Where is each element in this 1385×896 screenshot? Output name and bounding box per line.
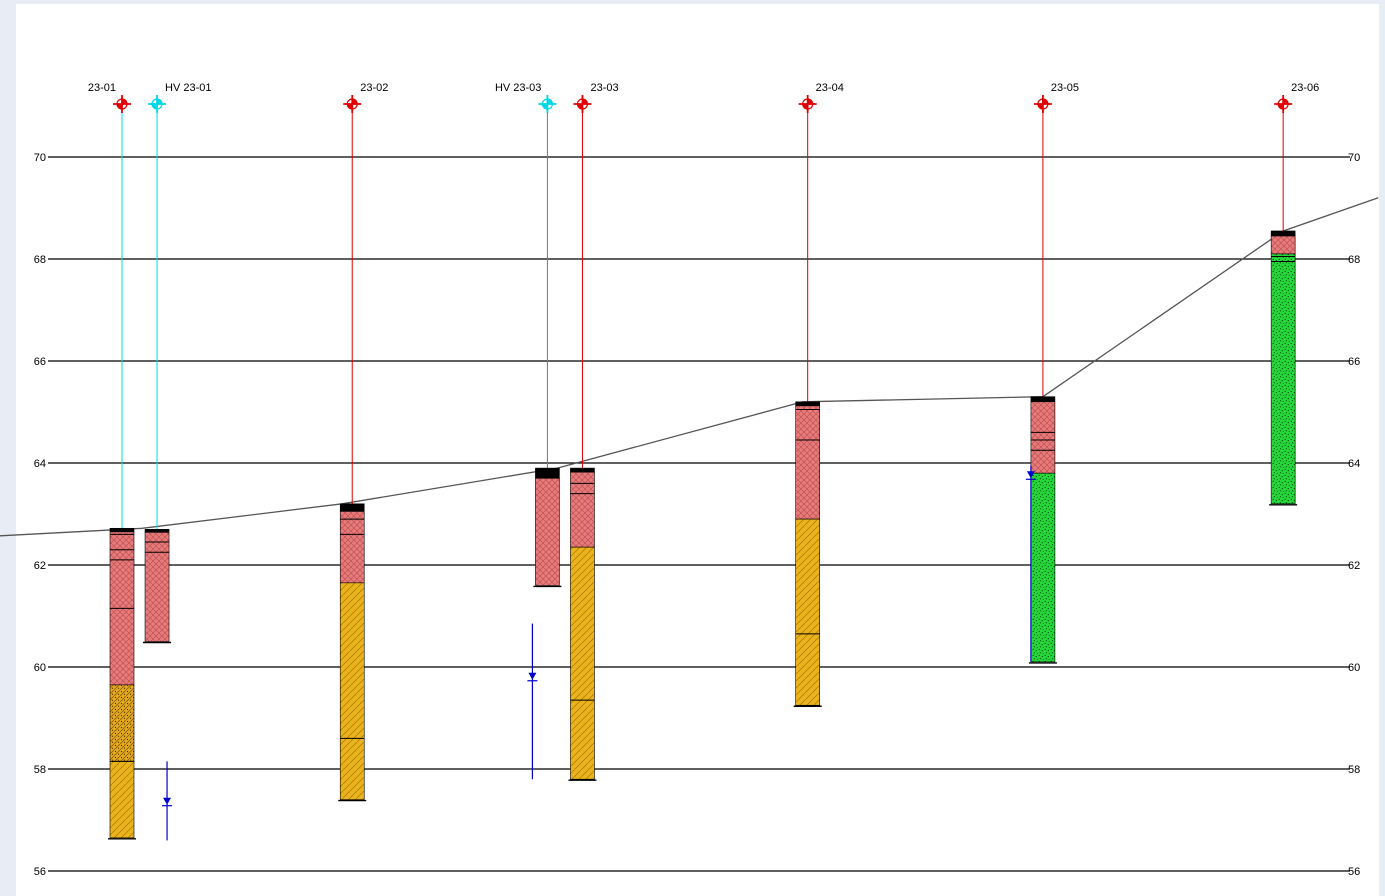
symbol-quadrant (347, 104, 353, 109)
symbol-quadrant (157, 99, 163, 104)
borehole-hv-23-01: HV 23-01 (143, 82, 212, 644)
borehole-bh-23-04: 23-04 (793, 82, 844, 707)
symbol-quadrant (117, 104, 122, 109)
elevation-label-left: 64 (34, 458, 46, 470)
borehole-symbol-icon (1033, 95, 1052, 113)
water-level-triangle-icon (1026, 471, 1035, 479)
elevation-label-right: 70 (1348, 152, 1360, 164)
borehole-label: HV 23-01 (165, 82, 211, 94)
soil-layer-topsoil (535, 467, 560, 479)
borehole-label: 23-03 (590, 82, 618, 94)
soil-layer-topsoil (795, 401, 820, 407)
borehole-bh-23-02: 23-02 (338, 82, 388, 802)
elevation-label-right: 62 (1348, 560, 1360, 572)
symbol-quadrant (807, 99, 813, 104)
borehole-label: 23-04 (816, 82, 844, 94)
symbol-quadrant (1278, 104, 1284, 109)
ground-surface-line (0, 197, 1379, 537)
soil-layer-clay (1030, 401, 1056, 474)
borehole-label: 23-06 (1291, 82, 1319, 94)
elevation-label-right: 66 (1348, 356, 1360, 368)
soil-layer-topsoil (1270, 230, 1296, 237)
elevation-label-left: 56 (34, 866, 46, 878)
symbol-quadrant (1042, 99, 1048, 104)
soil-layer-clay (570, 471, 595, 548)
soil-layer-clay (1270, 235, 1296, 255)
soil-layer-clay (144, 532, 170, 642)
borehole-label: 23-02 (360, 82, 388, 94)
soil-layer-clay (339, 511, 365, 584)
soil-layer-gravel (1270, 253, 1296, 505)
elevation-label-right: 64 (1348, 458, 1360, 470)
borehole-symbol-icon (798, 95, 817, 113)
piezometer-symbol-icon (538, 95, 557, 113)
elevation-label-left: 58 (34, 764, 46, 776)
elevation-label-left: 70 (34, 152, 46, 164)
borehole-bh-23-03: 23-03 (568, 82, 619, 781)
borehole-hv-23-03: HV 23-03 (495, 82, 562, 588)
ground-surface (0, 197, 1379, 537)
borehole-symbol-icon (113, 95, 131, 113)
symbol-quadrant (542, 104, 548, 109)
soil-layer-clay (795, 405, 820, 520)
elevation-label-right: 58 (1348, 764, 1360, 776)
elevation-label-right: 56 (1348, 866, 1360, 878)
borehole-bh-23-05: 23-05 (1028, 82, 1079, 664)
borehole-bh-23-01: 23-01 (88, 82, 136, 840)
boreholes: 23-01 HV 23-01 23-02 HV 23-03 23-03 23-04 23-0… (88, 82, 1319, 840)
soil-layer-silty_sand (109, 684, 135, 762)
elevation-label-left: 62 (34, 560, 46, 572)
borehole-bh-23-06: 23-06 (1269, 82, 1319, 506)
symbol-quadrant (152, 104, 158, 109)
soil-layer-sand (570, 546, 595, 780)
water-level-triangle-icon (528, 672, 537, 680)
symbol-quadrant (122, 99, 127, 104)
elevation-label-left: 60 (34, 662, 46, 674)
soil-layer-clay (535, 477, 560, 586)
soil-layer-sand (339, 582, 365, 800)
symbol-quadrant (577, 104, 583, 109)
water-level-indicator (527, 623, 538, 780)
borehole-label: 23-05 (1051, 82, 1079, 94)
symbol-quadrant (1037, 104, 1043, 109)
elevation-grid: 56 56 58 58 60 60 62 62 64 64 66 66 68 68 70 70 (34, 152, 1361, 878)
symbol-quadrant (352, 99, 358, 104)
borehole-symbol-icon (343, 95, 362, 113)
symbol-quadrant (582, 99, 588, 104)
borehole-symbol-icon (1274, 95, 1293, 113)
soil-layer-topsoil (109, 527, 135, 533)
borehole-label: HV 23-03 (495, 82, 541, 94)
water-level-triangle-icon (163, 797, 172, 805)
soil-layer-topsoil (339, 503, 365, 512)
soil-layer-sand (795, 518, 820, 706)
piezometer-symbol-icon (148, 95, 167, 113)
soil-layer-topsoil (144, 528, 170, 533)
water-level-indicator (162, 761, 173, 841)
soil-layer-sand (109, 761, 135, 839)
elevation-label-left: 66 (34, 356, 46, 368)
borehole-symbol-icon (573, 95, 592, 113)
elevation-label-left: 68 (34, 254, 46, 266)
water-levels (162, 465, 1036, 841)
elevation-label-right: 68 (1348, 254, 1360, 266)
drawing-sheet (16, 4, 1379, 896)
soil-layer-topsoil (1030, 396, 1056, 403)
elevation-label-right: 60 (1348, 662, 1360, 674)
water-level-indicator (1025, 465, 1036, 662)
soil-layer-topsoil (570, 467, 595, 473)
soil-layer-gravel (1030, 472, 1056, 663)
symbol-quadrant (547, 99, 553, 104)
borehole-label: 23-01 (88, 82, 116, 94)
symbol-quadrant (802, 104, 808, 109)
symbol-quadrant (1283, 99, 1289, 104)
